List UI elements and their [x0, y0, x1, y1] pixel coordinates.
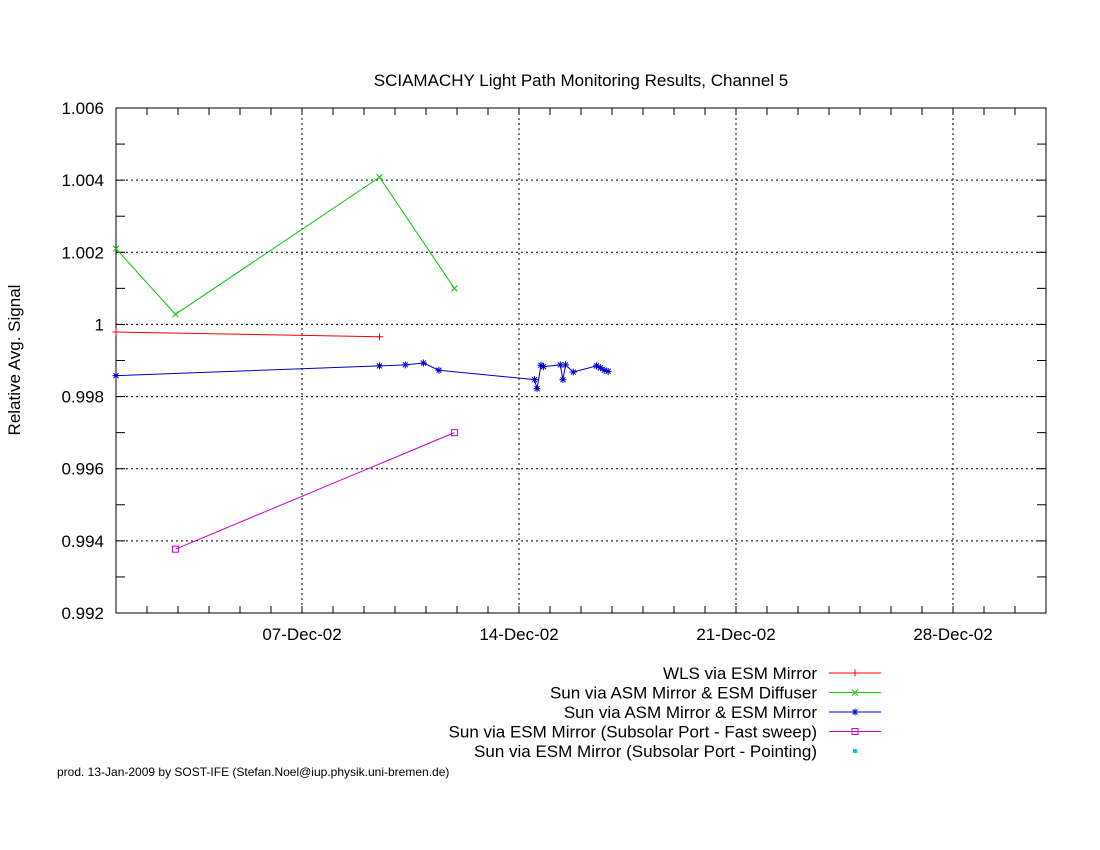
plot-frame: [115, 107, 1047, 614]
x-tick-label: 07-Dec-02: [262, 625, 341, 644]
data-point: [596, 364, 604, 372]
series-line: [175, 432, 455, 550]
legend-marker: [851, 728, 859, 735]
x-tick-label: 21-Dec-02: [696, 625, 775, 644]
data-point: [376, 333, 383, 341]
data-point: [171, 545, 179, 553]
series-line: [115, 331, 380, 338]
data-point: [376, 362, 383, 370]
data-point: [450, 429, 458, 437]
data-point: [451, 285, 458, 292]
y-axis-label: Relative Avg. Signal: [5, 285, 24, 436]
series-line: [115, 362, 609, 389]
y-tick-label: 1.002: [61, 243, 104, 262]
data-point: [533, 385, 541, 393]
data-point: [112, 328, 120, 336]
legend-item: Sun via ASM Mirror & ESM Diffuser: [550, 684, 881, 703]
legend-marker: [853, 749, 857, 753]
data-point: [435, 366, 443, 374]
axis-ticks: 0.992 0.994 0.996 0.998 1 1.002 1.004 1.006 07-D…: [61, 99, 1046, 644]
legend-item: Sun via ASM Mirror & ESM Mirror: [564, 703, 881, 722]
y-tick-label: 0.998: [61, 388, 104, 407]
series-group: [112, 173, 612, 553]
legend-marker: [851, 669, 859, 677]
footer-credit: prod. 13-Jan-2009 by SOST-IFE (Stefan.No…: [57, 765, 449, 779]
legend-marker: [851, 689, 859, 696]
data-point: [600, 366, 608, 374]
series-4: [171, 429, 458, 553]
y-tick-label: 0.992: [61, 604, 104, 623]
data-point: [559, 376, 567, 384]
series-1: [112, 328, 383, 341]
data-point: [569, 368, 577, 376]
data-point: [540, 363, 548, 371]
x-tick-label: 28-Dec-02: [913, 625, 992, 644]
series-line: [115, 176, 455, 315]
grid-lines: [116, 108, 1046, 613]
legend-label: Sun via ASM Mirror & ESM Mirror: [564, 703, 817, 722]
legend-item: Sun via ESM Mirror (Subsolar Port - Poin…: [474, 742, 857, 761]
chart-title: SCIAMACHY Light Path Monitoring Results,…: [374, 71, 789, 90]
x-tick-label: 14-Dec-02: [479, 625, 558, 644]
legend-item: Sun via ESM Mirror (Subsolar Port - Fast…: [449, 723, 881, 742]
data-point: [376, 173, 383, 181]
data-point: [593, 362, 600, 370]
data-point: [556, 361, 564, 369]
y-tick-label: 1: [95, 315, 104, 334]
series-2: [112, 173, 458, 318]
data-point: [401, 361, 409, 369]
y-tick-label: 1.004: [61, 171, 104, 190]
data-point: [531, 376, 538, 384]
legend-marker: [851, 708, 859, 716]
legend-label: WLS via ESM Mirror: [663, 664, 817, 683]
legend-item: WLS via ESM Mirror: [663, 664, 881, 683]
data-point: [172, 310, 179, 318]
y-tick-label: 0.996: [61, 460, 104, 479]
data-point: [537, 361, 545, 369]
legend-label: Sun via ASM Mirror & ESM Diffuser: [550, 684, 817, 703]
legend-label: Sun via ESM Mirror (Subsolar Port - Fast…: [449, 723, 817, 742]
data-point: [562, 361, 569, 369]
data-point: [419, 359, 427, 367]
data-point: [112, 372, 120, 380]
legend-label: Sun via ESM Mirror (Subsolar Port - Poin…: [474, 742, 817, 761]
series-3: [112, 359, 612, 393]
data-point: [604, 367, 612, 375]
y-tick-label: 1.006: [61, 99, 104, 118]
y-tick-label: 0.994: [61, 532, 104, 551]
data-point: [112, 245, 120, 253]
